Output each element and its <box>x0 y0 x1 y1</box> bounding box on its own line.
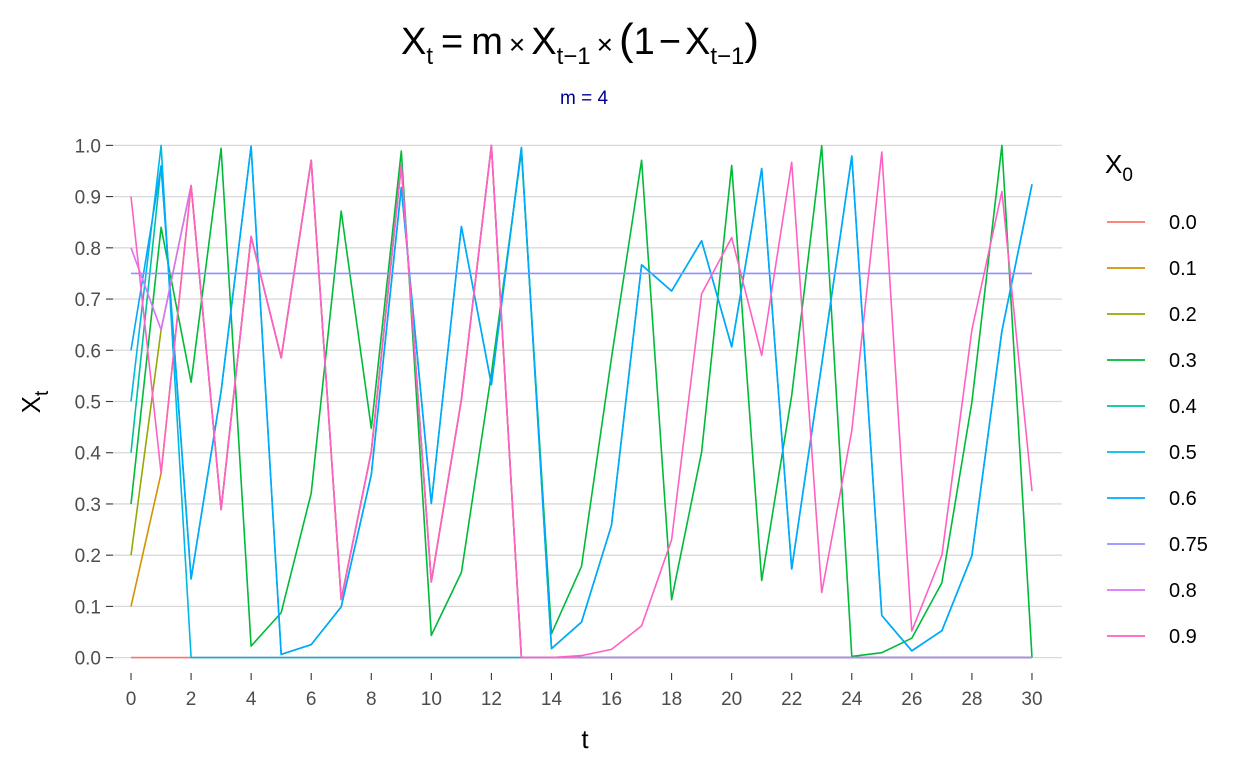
legend-label: 0.9 <box>1169 626 1197 648</box>
series-line-0.9 <box>130 144 1033 659</box>
x-tick-label: 26 <box>901 689 922 710</box>
legend-label: 0.3 <box>1169 350 1197 372</box>
legend-label: 0.0 <box>1169 212 1197 234</box>
y-tick-label: 0.8 <box>75 239 101 260</box>
y-tick-label: 0.9 <box>75 188 101 209</box>
grid-layer <box>113 144 1062 659</box>
x-axis-title: t <box>581 724 589 754</box>
y-axis-title: Xt <box>16 390 53 413</box>
y-tick-label: 0.4 <box>75 444 102 465</box>
y-axis: 0.0 0.1 0.2 0.3 0.4 0.5 0.6 0.7 0.8 0.9 1.0 <box>75 136 113 670</box>
chart-title: Xt = m × Xt−1 × (1− Xt−1) <box>401 15 759 70</box>
x-tick-label: 10 <box>421 689 442 710</box>
x-tick-label: 8 <box>366 689 377 710</box>
x-tick-label: 16 <box>601 689 622 710</box>
chart-subtitle: m = 4 <box>560 88 608 109</box>
legend-title: X0 <box>1105 149 1133 186</box>
legend-label: 0.75 <box>1169 534 1208 556</box>
legend-label: 0.6 <box>1169 488 1197 510</box>
series-line-0.3 <box>130 144 1033 658</box>
series-line-0.6 <box>130 145 1033 656</box>
x-tick-label: 20 <box>721 689 742 710</box>
x-tick-label: 0 <box>126 689 137 710</box>
x-axis: 0 2 4 6 8 10 12 14 16 18 20 22 24 26 28 30 <box>126 673 1043 710</box>
legend-label: 0.4 <box>1169 396 1197 418</box>
y-tick-label: 0.0 <box>75 649 101 670</box>
x-tick-label: 4 <box>246 689 257 710</box>
series-layer <box>130 144 1033 659</box>
y-tick-label: 0.1 <box>75 597 101 618</box>
x-tick-label: 28 <box>961 689 982 710</box>
x-tick-label: 24 <box>841 689 863 710</box>
x-tick-label: 12 <box>481 689 502 710</box>
y-tick-label: 0.7 <box>75 290 101 311</box>
y-tick-label: 0.3 <box>75 495 101 516</box>
legend-label: 0.2 <box>1169 304 1197 326</box>
y-tick-label: 1.0 <box>75 136 101 157</box>
legend-label: 0.1 <box>1169 258 1197 280</box>
x-tick-label: 30 <box>1021 689 1042 710</box>
legend: 0.0 0.1 0.2 0.3 0.4 0.5 0.6 0.75 0.8 0.9 <box>1107 212 1208 648</box>
y-tick-label: 0.6 <box>75 341 101 362</box>
x-tick-label: 22 <box>781 689 802 710</box>
x-tick-label: 14 <box>541 689 563 710</box>
y-tick-label: 0.2 <box>75 546 101 567</box>
y-tick-label: 0.5 <box>75 393 101 414</box>
x-tick-label: 6 <box>306 689 317 710</box>
legend-label: 0.8 <box>1169 580 1197 602</box>
x-tick-label: 2 <box>186 689 197 710</box>
x-tick-label: 18 <box>661 689 682 710</box>
legend-label: 0.5 <box>1169 442 1197 464</box>
